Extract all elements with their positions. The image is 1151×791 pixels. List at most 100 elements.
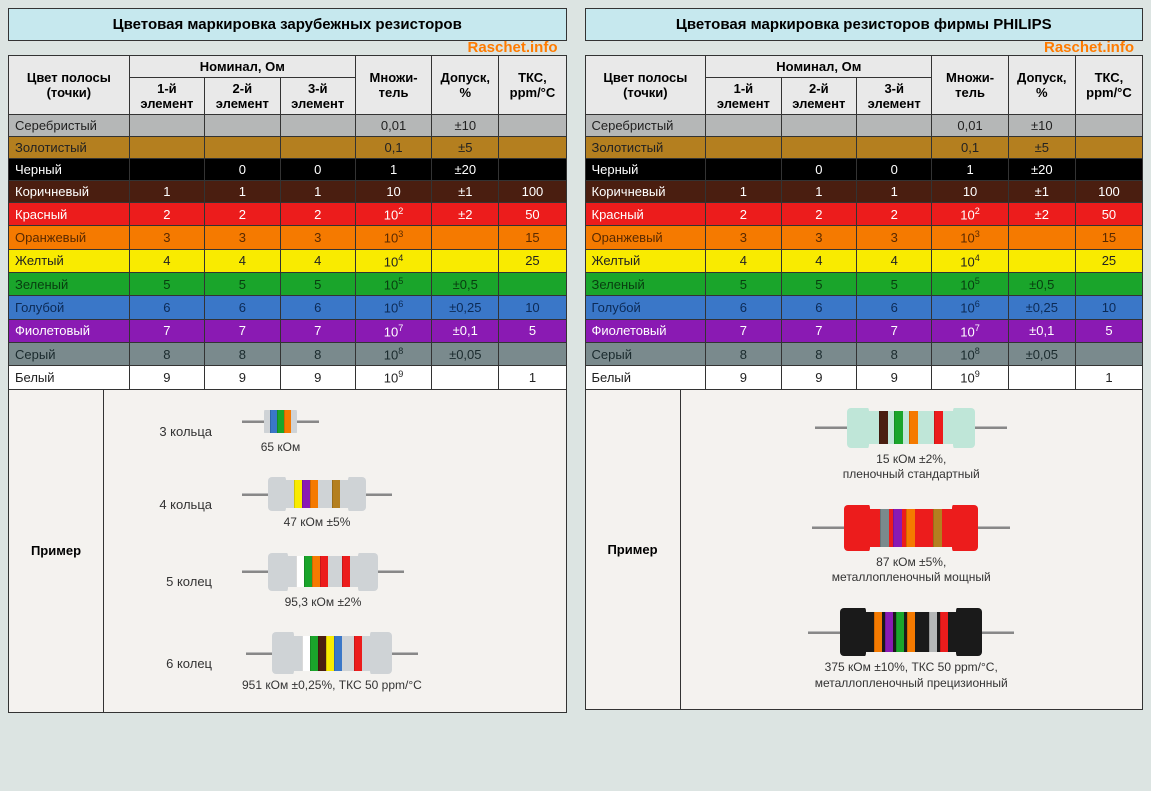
cell-mult: 104 [932, 249, 1008, 272]
cell-name: Зеленый [585, 272, 706, 295]
resistor-band [334, 636, 342, 670]
cell-e1 [706, 115, 781, 137]
cell-e1 [706, 159, 781, 181]
cell-name: Коричневый [585, 181, 706, 203]
example-figure: 65 кОм [242, 408, 319, 456]
cell-e3: 4 [280, 249, 355, 272]
example-ring-count: 4 кольца [112, 497, 212, 512]
cell-mult: 102 [355, 203, 431, 226]
cell-tol: ±1 [432, 181, 499, 203]
color-row: Серебристый0,01±10 [9, 115, 567, 137]
cell-tkc: 5 [1075, 319, 1142, 342]
cell-tol: ±10 [1008, 115, 1075, 137]
cell-name: Оранжевый [585, 226, 706, 249]
cell-e2: 1 [781, 181, 856, 203]
resistor-band [332, 480, 340, 508]
cell-e3: 1 [857, 181, 932, 203]
resistor-band [302, 636, 310, 670]
resistor-diagram [808, 608, 1014, 656]
right-example-body: 15 кОм ±2%,пленочный стандартный87 кОм ±… [681, 390, 1143, 710]
cell-e3: 5 [857, 272, 932, 295]
cell-tol: ±10 [432, 115, 499, 137]
example-figure: 47 кОм ±5% [242, 477, 392, 531]
resistor-band [933, 509, 942, 547]
cell-tkc: 25 [499, 249, 566, 272]
cell-e2: 2 [781, 203, 856, 226]
cell-e3: 2 [857, 203, 932, 226]
cell-e3: 9 [280, 366, 355, 389]
cell-tol: ±0,5 [432, 272, 499, 295]
cell-e3: 7 [857, 319, 932, 342]
hdr-el2: 2-й элемент [205, 78, 280, 115]
cell-mult: 108 [932, 342, 1008, 365]
resistor-band [906, 509, 915, 547]
cell-tol: ±2 [1008, 203, 1075, 226]
cell-tol [432, 249, 499, 272]
cell-name: Красный [585, 203, 706, 226]
cell-e2: 6 [781, 296, 856, 319]
cell-tkc: 10 [499, 296, 566, 319]
resistor-band [342, 556, 350, 587]
cell-e3 [280, 137, 355, 159]
cell-name: Серый [9, 342, 130, 365]
cell-e1: 3 [129, 226, 204, 249]
color-row: Фиолетовый777107±0,15 [585, 319, 1143, 342]
cell-tol: ±0,25 [432, 296, 499, 319]
cell-tkc: 15 [499, 226, 566, 249]
color-row: Серебристый0,01±10 [585, 115, 1143, 137]
resistor-diagram [246, 632, 418, 674]
cell-tkc: 50 [1075, 203, 1142, 226]
resistor-band [296, 556, 304, 587]
left-example-section: Пример 3 кольца65 кОм4 кольца47 кОм ±5%5… [8, 390, 567, 713]
cell-e1: 5 [129, 272, 204, 295]
cell-name: Черный [9, 159, 130, 181]
cell-e1 [129, 115, 204, 137]
page-wrap: Цветовая маркировка зарубежных резисторо… [8, 8, 1143, 713]
cell-e3 [280, 115, 355, 137]
color-row: Коричневый11110±1100 [9, 181, 567, 203]
cell-mult: 105 [932, 272, 1008, 295]
cell-e3: 6 [857, 296, 932, 319]
cell-name: Зеленый [9, 272, 130, 295]
watermark-left: Raschet.info [467, 39, 557, 56]
cell-mult: 10 [932, 181, 1008, 203]
color-row: Коричневый11110±1100 [585, 181, 1143, 203]
resistor-band [284, 410, 291, 433]
cell-mult: 103 [932, 226, 1008, 249]
resistor-band [310, 636, 318, 670]
hdr-band-color: Цвет полосы (точки) [585, 56, 706, 115]
cell-name: Голубой [585, 296, 706, 319]
cell-tkc [499, 115, 566, 137]
resistor-band [320, 556, 328, 587]
cell-tol [1008, 366, 1075, 389]
resistor-diagram [242, 477, 392, 511]
cell-mult: 107 [355, 319, 431, 342]
cell-mult: 1 [932, 159, 1008, 181]
cell-name: Золотистый [585, 137, 706, 159]
left-title: Цветовая маркировка зарубежных резисторо… [113, 16, 462, 33]
cell-mult: 104 [355, 249, 431, 272]
cell-tkc [1075, 272, 1142, 295]
cell-e3: 7 [280, 319, 355, 342]
resistor-band [302, 480, 310, 508]
cell-e1: 7 [129, 319, 204, 342]
cell-e2 [205, 115, 280, 137]
color-row: Желтый44410425 [9, 249, 567, 272]
hdr-el1: 1-й элемент [129, 78, 204, 115]
cell-e1: 5 [706, 272, 781, 295]
cell-e1: 8 [706, 342, 781, 365]
cell-name: Фиолетовый [9, 319, 130, 342]
right-table: Цвет полосы (точки)Номинал, ОмМножи- тел… [585, 55, 1144, 390]
cell-e2: 7 [781, 319, 856, 342]
cell-name: Красный [9, 203, 130, 226]
cell-e1: 6 [706, 296, 781, 319]
resistor-band [310, 480, 318, 508]
resistor-band [277, 410, 284, 433]
cell-e1: 4 [129, 249, 204, 272]
color-row: Золотистый0,1±5 [585, 137, 1143, 159]
cell-e1: 3 [706, 226, 781, 249]
cell-e2: 4 [781, 249, 856, 272]
cell-e3: 0 [280, 159, 355, 181]
cell-e3: 5 [280, 272, 355, 295]
color-row: Красный222102±250 [585, 203, 1143, 226]
